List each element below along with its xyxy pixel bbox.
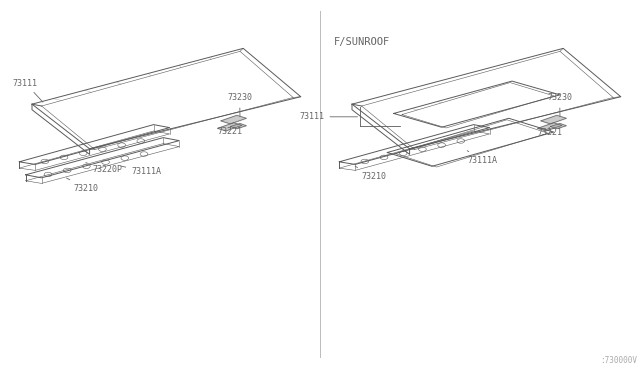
Text: 73230: 73230: [227, 93, 252, 116]
Text: 73221: 73221: [538, 127, 563, 137]
Text: 73220P: 73220P: [86, 163, 123, 174]
Text: :730000V: :730000V: [600, 356, 637, 365]
Text: 73221: 73221: [218, 127, 243, 136]
Text: 73111A: 73111A: [467, 151, 497, 165]
Text: 73111: 73111: [300, 112, 358, 121]
Text: 73210: 73210: [67, 178, 99, 193]
Polygon shape: [541, 115, 566, 124]
Text: 73230: 73230: [547, 93, 572, 116]
Text: 73111A: 73111A: [121, 166, 161, 176]
Text: 73210: 73210: [355, 166, 387, 180]
Polygon shape: [538, 123, 562, 131]
Polygon shape: [221, 115, 246, 124]
Text: F/SUNROOF: F/SUNROOF: [334, 37, 390, 47]
Polygon shape: [550, 124, 566, 129]
Text: 73111: 73111: [13, 78, 43, 102]
Polygon shape: [218, 123, 242, 131]
Polygon shape: [230, 124, 246, 129]
